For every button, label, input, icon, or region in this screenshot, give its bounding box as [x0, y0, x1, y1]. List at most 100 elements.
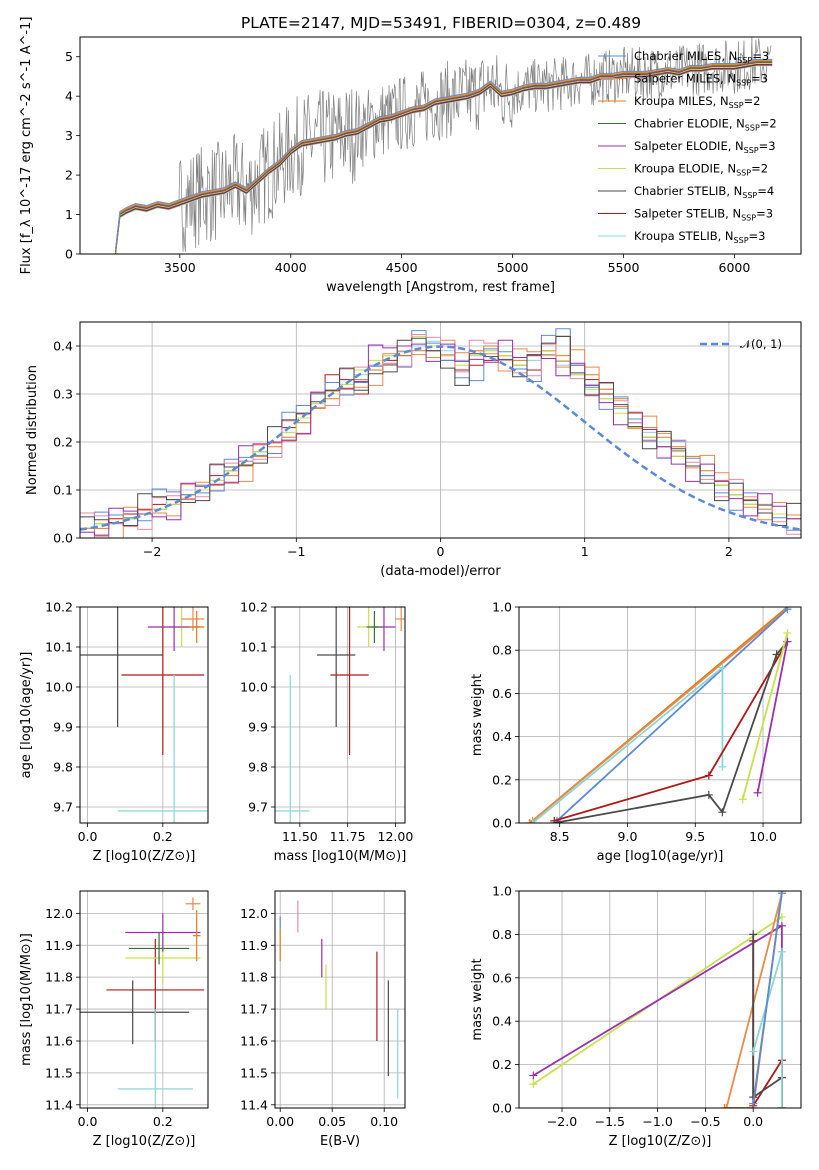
x-tick-label: 0.0 — [78, 829, 98, 844]
y-tick-label: 1.0 — [492, 600, 512, 615]
x-tick-label: −0.5 — [690, 1114, 720, 1129]
legend-entry: 𝒩(0, 1) — [740, 337, 782, 351]
y-tick-label: 11.4 — [240, 1097, 268, 1112]
x-tick-label: −1.5 — [595, 1114, 625, 1129]
panel-age-vs-mass: 11.50 11.75 12.00 9.7 9.8 9.9 10.0 10.1 10.2 mass… — [240, 600, 413, 865]
y-axis-label: mass [log10(M/M⊙)] — [19, 933, 34, 1066]
plot-area-spectrum — [115, 37, 773, 254]
y-tick-label: 0.1 — [53, 483, 73, 498]
y-tick-label: 9.9 — [248, 720, 268, 735]
x-tick-label: 0.2 — [153, 829, 173, 844]
model-line — [115, 64, 773, 254]
weight-marker — [777, 921, 786, 930]
y-tick-label: 0.0 — [492, 1101, 512, 1116]
x-axis-label: (data-model)/error — [380, 564, 501, 579]
weight-line — [752, 893, 783, 1104]
data-spectrum-line — [115, 37, 772, 254]
y-tick-label: 0.3 — [53, 387, 73, 402]
y-tick-label: 0.2 — [53, 435, 73, 450]
plot-area-mass-weight-vs-age — [525, 607, 792, 823]
y-tick-label: 0.6 — [492, 970, 512, 985]
plot-area-residuals — [80, 328, 801, 538]
y-tick-label: 0.2 — [492, 772, 512, 787]
x-tick-label: 3500 — [164, 260, 196, 275]
weight-marker — [704, 771, 713, 780]
y-tick-label: 10.1 — [45, 640, 73, 655]
y-axis-label: Flux [f_λ 10^-17 erg cm^-2 s^-1 A^-1] — [19, 17, 34, 275]
model-line — [115, 59, 773, 249]
weight-marker — [718, 762, 727, 771]
weight-marker — [783, 628, 792, 637]
y-tick-label: 0.2 — [492, 1057, 512, 1072]
y-tick-label: 0.4 — [492, 729, 512, 744]
y-tick-label: 3 — [65, 128, 73, 143]
weight-marker — [704, 790, 713, 799]
weight-marker — [738, 795, 747, 804]
x-axis-label: mass [log10(M/M⊙)] — [274, 849, 407, 864]
y-tick-label: 1 — [65, 207, 73, 222]
y-tick-label: 0.6 — [492, 686, 512, 701]
model-line — [115, 63, 773, 254]
y-tick-label: 0 — [65, 247, 73, 262]
y-tick-label: 11.9 — [240, 938, 268, 953]
panel-residuals: −2 −1 0 1 2 0.0 0.1 0.2 0.3 0.4 (data-model)/error… — [25, 321, 802, 579]
y-tick-label: 10.0 — [45, 680, 73, 695]
plot-area-mass-weight-vs-metallicity — [529, 891, 786, 1108]
legend-entry: Salpeter ELODIE, NSSP=3 — [634, 139, 776, 155]
y-tick-label: 0.0 — [492, 816, 512, 831]
y-tick-label: 11.8 — [45, 970, 73, 985]
weight-marker — [718, 663, 727, 672]
legend-entry: Chabrier MILES, NSSP=3 — [634, 49, 769, 65]
weight-line — [532, 608, 788, 822]
x-tick-label: 0.0 — [78, 1114, 98, 1129]
y-tick-label: 9.9 — [53, 720, 73, 735]
panel-age-vs-metallicity: 0.0 0.2 9.7 9.8 9.9 10.0 10.1 10.2 Z [log10(Z/Z⊙… — [19, 600, 209, 864]
histogram-step — [80, 335, 801, 526]
y-tick-label: 10.2 — [45, 600, 73, 615]
panel-mass-vs-extinction: 0.00 0.05 0.10 11.4 11.5 11.6 11.7 11.8 11.9 12.0… — [240, 890, 406, 1149]
weight-line — [554, 641, 789, 823]
y-tick-label: 12.0 — [45, 906, 73, 921]
x-tick-label: 4000 — [275, 260, 307, 275]
y-tick-label: 0.4 — [53, 339, 73, 354]
y-axis-label: age [log10(age/yr)] — [19, 652, 34, 779]
x-tick-label: 5500 — [608, 260, 640, 275]
legend-entry: Kroupa ELODIE, NSSP=2 — [634, 162, 768, 178]
axes-frame — [79, 36, 802, 255]
weight-marker — [777, 947, 786, 956]
axes-frame — [79, 321, 802, 539]
y-tick-label: 0.8 — [492, 643, 512, 658]
x-tick-label: −1.0 — [642, 1114, 672, 1129]
y-tick-label: 11.9 — [45, 938, 73, 953]
x-tick-label: 5000 — [497, 260, 529, 275]
y-tick-label: 0.0 — [53, 531, 73, 546]
x-tick-label: −2.0 — [547, 1114, 577, 1129]
x-tick-label: 0.05 — [318, 1114, 346, 1129]
y-tick-label: 9.7 — [53, 800, 73, 815]
y-tick-label: 0.8 — [492, 927, 512, 942]
panel-spectrum: 3500 4000 4500 5000 5500 6000 0 1 2 3 4 5 wavelength… — [19, 17, 802, 295]
weight-line — [725, 892, 783, 1108]
x-axis-label: Z [log10(Z/Z⊙)] — [93, 849, 196, 864]
weight-line — [556, 608, 789, 822]
x-axis-label: E(B-V) — [320, 1134, 360, 1149]
x-tick-label: 2 — [725, 544, 733, 559]
panel-mass-weight-vs-metallicity: −2.0 −1.5 −1.0 −0.5 0.0 0.0 0.2 0.4 0.6 0.8 1.0 Z [… — [470, 884, 802, 1149]
x-tick-label: 10.0 — [749, 829, 777, 844]
x-tick-label: 9.5 — [685, 829, 705, 844]
weight-marker — [753, 788, 762, 797]
x-tick-label: 6000 — [719, 260, 751, 275]
x-tick-label: 4500 — [386, 260, 418, 275]
y-tick-label: 0.4 — [492, 1014, 512, 1029]
legend-entry: Salpeter MILES, NSSP=3 — [634, 72, 768, 88]
panel-mass-weight-vs-age: 8.5 9.0 9.5 10.0 0.0 0.2 0.4 0.6 0.8 1.0 age [log1… — [470, 600, 802, 864]
x-tick-label: −1 — [287, 544, 305, 559]
x-tick-label: 0.2 — [153, 1114, 173, 1129]
weight-marker — [529, 1071, 538, 1080]
y-tick-label: 11.5 — [240, 1065, 268, 1080]
y-axis-label: mass weight — [470, 958, 485, 1040]
weight-marker — [528, 819, 537, 823]
weight-marker — [777, 891, 786, 898]
plot-area-age-vs-mass — [275, 607, 405, 823]
